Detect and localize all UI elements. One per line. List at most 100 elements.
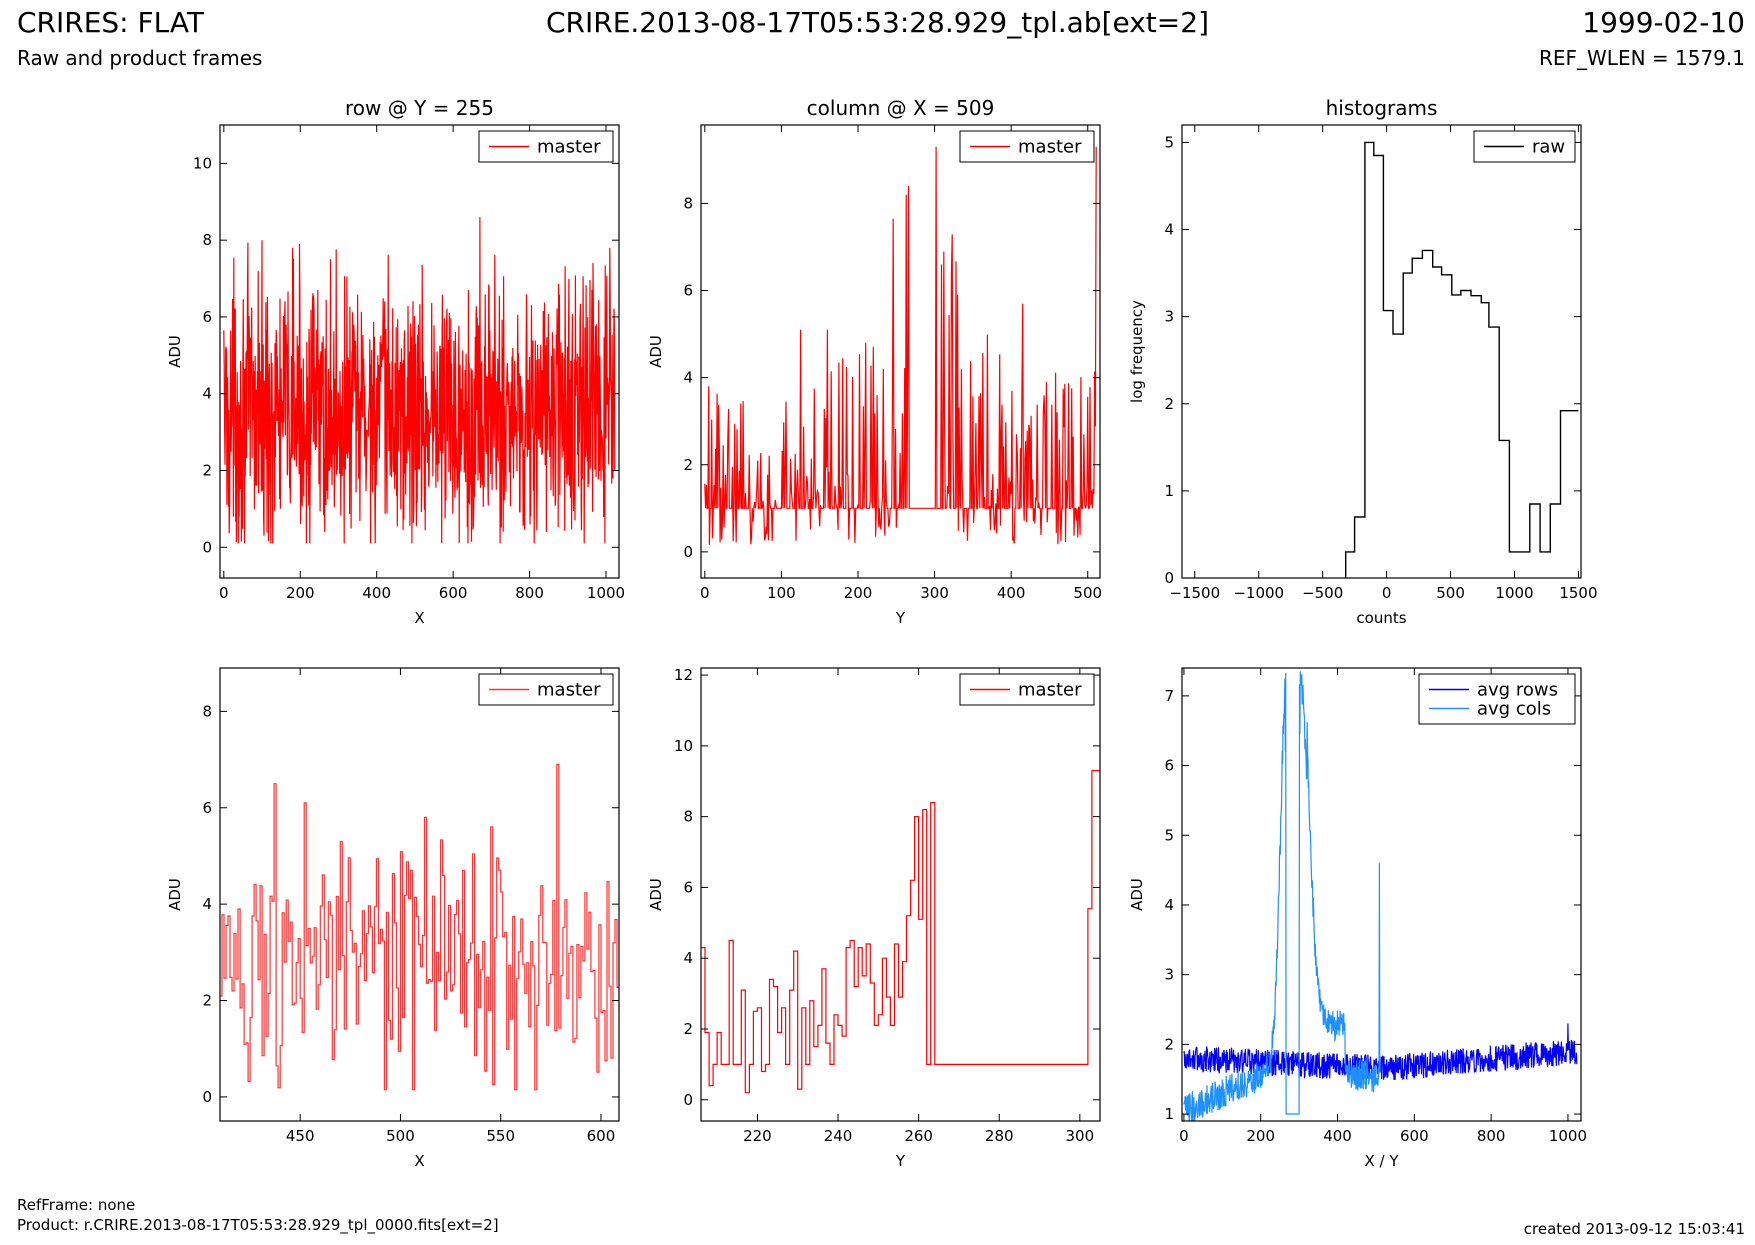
x-axis-label: X — [414, 609, 424, 627]
legend-label: master — [537, 680, 601, 701]
x-tick-label: 0 — [700, 584, 710, 602]
y-tick-label: 4 — [683, 949, 693, 967]
series-line-raw — [1345, 141, 1579, 578]
x-tick-label: 450 — [286, 1127, 315, 1145]
created-label: created 2013-09-12 15:03:41 — [1523, 1220, 1745, 1238]
plot-area — [704, 146, 1097, 545]
y-tick-label: 10 — [674, 737, 693, 755]
y-tick-label: 8 — [202, 702, 212, 720]
y-tick-label: 3 — [1164, 966, 1174, 984]
x-tick-label: 200 — [286, 584, 315, 602]
x-tick-label: −500 — [1302, 584, 1343, 602]
x-tick-label: 400 — [362, 584, 391, 602]
legend-label: master — [1018, 137, 1082, 158]
chart-title: histograms — [1326, 96, 1438, 120]
y-tick-label: 0 — [202, 1088, 212, 1106]
y-tick-label: 2 — [1164, 1035, 1174, 1053]
y-tick-label: 5 — [1164, 133, 1174, 151]
series-line-master — [701, 770, 1100, 1094]
axes-frame — [219, 667, 620, 1122]
x-tick-label: 300 — [1066, 1127, 1095, 1145]
x-tick-label: 220 — [743, 1127, 772, 1145]
y-tick-label: 2 — [202, 992, 212, 1010]
x-tick-label: 240 — [824, 1127, 853, 1145]
y-tick-label: 6 — [202, 799, 212, 817]
x-tick-label: 400 — [997, 584, 1026, 602]
x-axis-label: X / Y — [1364, 1152, 1399, 1170]
legend: master — [959, 673, 1095, 706]
x-tick-label: 550 — [486, 1127, 515, 1145]
y-axis-label: ADU — [647, 335, 665, 368]
x-tick-label: 800 — [515, 584, 544, 602]
x-tick-label: 200 — [1246, 1127, 1275, 1145]
x-tick-label: 1500 — [1559, 584, 1597, 602]
y-tick-label: 0 — [683, 1091, 693, 1109]
series-line-master — [220, 763, 619, 1091]
plot-area — [223, 217, 616, 544]
legend: raw — [1473, 130, 1576, 163]
y-tick-label: 6 — [683, 282, 693, 300]
y-tick-label: 1 — [1164, 1105, 1174, 1123]
figure-subtitle: Raw and product frames — [17, 46, 263, 70]
x-tick-label: 300 — [920, 584, 949, 602]
x-tick-label: 200 — [844, 584, 873, 602]
y-tick-label: 4 — [1164, 221, 1174, 239]
x-axis-label: X — [414, 1152, 424, 1170]
x-tick-label: 600 — [587, 1127, 616, 1145]
y-tick-label: 0 — [683, 543, 693, 561]
x-tick-label: 800 — [1477, 1127, 1506, 1145]
x-tick-label: 1000 — [1495, 584, 1533, 602]
refframe-label: RefFrame: none — [17, 1196, 136, 1214]
legend: master — [959, 130, 1095, 163]
x-tick-label: 500 — [386, 1127, 415, 1145]
x-tick-label: 0 — [1382, 584, 1392, 602]
y-tick-label: 2 — [202, 462, 212, 480]
legend: master — [478, 673, 614, 706]
y-tick-label: 6 — [1164, 757, 1174, 775]
x-tick-label: 280 — [985, 1127, 1014, 1145]
date-label: 1999-02-10 — [1582, 6, 1745, 39]
y-axis-label: ADU — [166, 335, 184, 368]
axes-frame — [700, 667, 1101, 1122]
y-axis-label: ADU — [1128, 878, 1146, 911]
chart-averages: 0 200 400 600 800 1000 1 2 3 4 5 6 7 X / Y ADU avg rows… — [1128, 667, 1587, 1170]
x-tick-label: −1500 — [1169, 584, 1220, 602]
x-axis-label: Y — [895, 1152, 906, 1170]
plot-area — [220, 763, 619, 1091]
x-axis-label: counts — [1356, 609, 1406, 627]
y-tick-label: 8 — [683, 194, 693, 212]
chart-title: column @ X = 509 — [807, 96, 995, 120]
plot-area — [1345, 141, 1579, 578]
y-tick-label: 3 — [1164, 308, 1174, 326]
ref-wlen-label: REF_WLEN = 1579.1 — [1538, 46, 1745, 70]
y-tick-label: 10 — [193, 154, 212, 172]
legend: master — [478, 130, 614, 163]
y-tick-label: 4 — [1164, 896, 1174, 914]
y-tick-label: 8 — [202, 231, 212, 249]
x-tick-label: 100 — [767, 584, 796, 602]
y-tick-label: 2 — [683, 456, 693, 474]
series-line-avg-cols — [1183, 671, 1381, 1121]
chart-column: 0 100 200 300 400 500 0 2 4 6 8 column @ X = 509 Y AD… — [647, 96, 1102, 627]
product-label: Product: r.CRIRE.2013-08-17T05:53:28.929… — [17, 1216, 499, 1234]
y-tick-label: 2 — [1164, 395, 1174, 413]
chart-title: row @ Y = 255 — [345, 96, 494, 120]
y-tick-label: 4 — [202, 895, 212, 913]
legend-label: avg rows — [1477, 680, 1558, 701]
series-line-master — [223, 217, 616, 544]
chart-row-zoom: 450 500 550 600 0 2 4 6 8 X ADU master — [166, 667, 620, 1170]
y-axis-label: log frequency — [1128, 300, 1146, 403]
axes-frame — [1181, 124, 1582, 579]
y-tick-label: 4 — [683, 369, 693, 387]
legend-box — [1418, 673, 1576, 725]
y-tick-label: 1 — [1164, 482, 1174, 500]
y-tick-label: 7 — [1164, 687, 1174, 705]
y-tick-label: 8 — [683, 808, 693, 826]
chart-histograms: −1500 −1000 −500 0 500 1000 1500 0 1 2 3 4 5 histogra… — [1128, 96, 1598, 627]
y-tick-label: 0 — [1164, 569, 1174, 587]
series-line-master — [704, 146, 1097, 545]
x-tick-label: 500 — [1436, 584, 1465, 602]
y-tick-label: 2 — [683, 1020, 693, 1038]
